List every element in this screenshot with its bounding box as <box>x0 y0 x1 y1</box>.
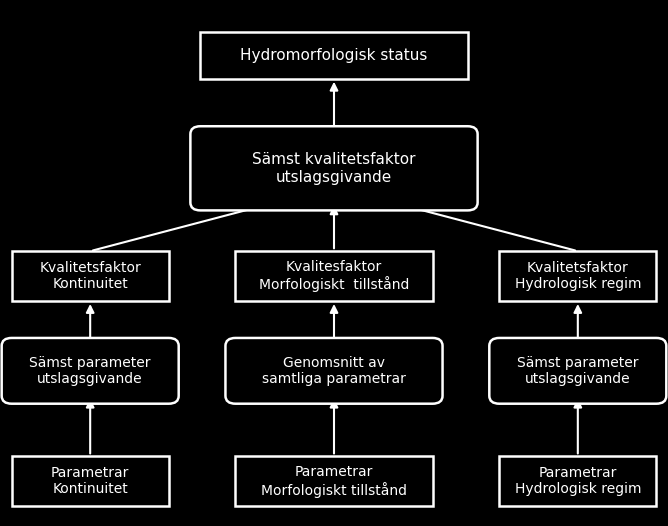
FancyBboxPatch shape <box>236 251 433 301</box>
FancyBboxPatch shape <box>500 251 657 301</box>
FancyBboxPatch shape <box>236 456 433 506</box>
FancyBboxPatch shape <box>489 338 667 404</box>
FancyBboxPatch shape <box>226 338 443 404</box>
FancyBboxPatch shape <box>12 251 168 301</box>
FancyBboxPatch shape <box>12 456 168 506</box>
Text: Parametrar
Kontinuitet: Parametrar Kontinuitet <box>51 466 130 497</box>
FancyBboxPatch shape <box>2 338 179 404</box>
Text: Sämst parameter
utslagsgivande: Sämst parameter utslagsgivande <box>29 356 151 386</box>
Text: Kvalitetsfaktor
Kontinuitet: Kvalitetsfaktor Kontinuitet <box>39 261 141 291</box>
Text: Kvalitesfaktor
Morfologiskt  tillstånd: Kvalitesfaktor Morfologiskt tillstånd <box>259 260 409 292</box>
Text: Genomsnitt av
samtliga parametrar: Genomsnitt av samtliga parametrar <box>262 356 406 386</box>
Text: Sämst parameter
utslagsgivande: Sämst parameter utslagsgivande <box>517 356 639 386</box>
FancyBboxPatch shape <box>500 456 657 506</box>
FancyBboxPatch shape <box>190 126 478 210</box>
Text: Hydromorfologisk status: Hydromorfologisk status <box>240 48 428 63</box>
FancyBboxPatch shape <box>200 32 468 79</box>
Text: Parametrar
Hydrologisk regim: Parametrar Hydrologisk regim <box>514 466 641 497</box>
Text: Kvalitetsfaktor
Hydrologisk regim: Kvalitetsfaktor Hydrologisk regim <box>514 261 641 291</box>
Text: Parametrar
Morfologiskt tillstånd: Parametrar Morfologiskt tillstånd <box>261 465 407 498</box>
Text: Sämst kvalitetsfaktor
utslagsgivande: Sämst kvalitetsfaktor utslagsgivande <box>253 152 415 185</box>
